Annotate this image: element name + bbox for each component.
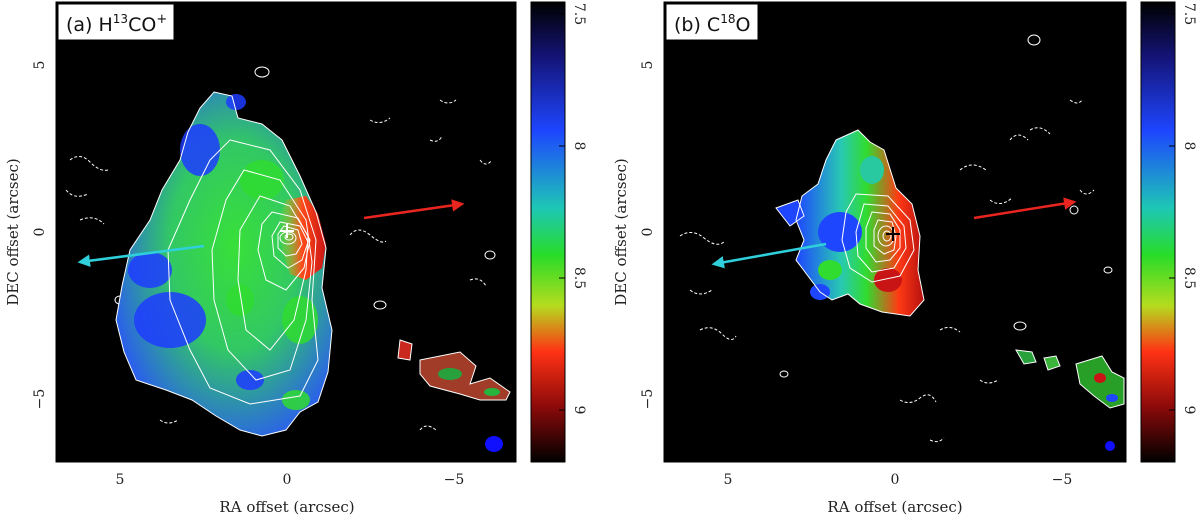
panel-b-contours — [795, 129, 925, 317]
panel-b-title: (b) C18O — [674, 12, 750, 36]
panel-b-beam — [1105, 441, 1115, 451]
panel-b-noise-contours — [679, 99, 1095, 443]
panel-a-colorbar — [530, 1, 566, 463]
panel-a-colorbar-tick-marks — [559, 13, 565, 411]
panel-a-colorbar-tick: 7.5 — [571, 3, 587, 25]
panel-a-x-tick: −5 — [444, 472, 465, 488]
panel-b-west-patch — [775, 199, 805, 227]
panel-a-colorbar-tick: 9 — [571, 406, 587, 415]
panel-a-title: (a) H13CO+ — [66, 12, 167, 36]
panel-b-title-box — [665, 3, 759, 41]
panel-b-x-tick: −5 — [1052, 472, 1073, 488]
panel-a-contours — [115, 91, 333, 437]
panel-a-sw-clumps — [397, 339, 511, 401]
panel-b-blue-outflow-arrow — [711, 242, 827, 269]
panel-a-protostar-marker — [280, 224, 294, 238]
panel-a-beam — [485, 436, 503, 452]
panel-b-patches — [810, 156, 902, 300]
panel-b-x-tick-marks — [727, 455, 1063, 462]
panel-b-x-tick: 5 — [724, 472, 733, 488]
panel-b-colorbar — [1140, 1, 1176, 463]
panel-a-redshifted-region — [278, 196, 326, 280]
panel-a: (a) H13CO+ 5 0 −5 5 0 −5 RA offset (arcs… — [4, 1, 587, 516]
panel-b-colorbar-tick-marks — [1169, 13, 1175, 411]
panel-a-noise-contours — [65, 99, 493, 431]
panel-a-colorbar-tick: 8 — [571, 142, 587, 151]
panel-a-red-outflow-arrow — [363, 199, 465, 220]
panel-b-isolated-contours — [779, 34, 1113, 378]
panel-b-colorbar-tick: 7.5 — [1181, 3, 1197, 25]
panel-b-colorbar-tick: 9 — [1181, 406, 1197, 415]
panel-b-protostar-marker — [886, 227, 900, 241]
panel-b-y-tick-marks — [664, 64, 671, 400]
panel-b-y-tick: 0 — [640, 228, 656, 237]
panel-a-green-patches — [226, 160, 318, 410]
panel-b: (b) C18O 5 0 −5 5 0 −5 RA offset (arcsec… — [612, 1, 1197, 516]
panel-b-y-axis-label: DEC offset (arcsec) — [612, 158, 630, 305]
panel-b-red-outflow-arrow — [973, 197, 1077, 220]
panel-a-y-tick: −5 — [32, 389, 48, 410]
panel-b-y-tick: 5 — [640, 61, 656, 70]
panel-a-x-tick-marks — [119, 455, 455, 462]
panel-b-y-tick: −5 — [640, 389, 656, 410]
panel-a-y-tick: 5 — [32, 61, 48, 70]
panel-a-x-tick: 5 — [116, 472, 125, 488]
panel-b-x-tick: 0 — [891, 472, 900, 488]
panel-a-blue-outflow-arrow — [77, 244, 205, 267]
panel-b-colorbar-tick: 8 — [1181, 142, 1197, 151]
panel-b-x-axis-label: RA offset (arcsec) — [827, 498, 962, 516]
panel-a-y-tick: 0 — [32, 228, 48, 237]
panel-a-blue-patches — [128, 94, 264, 390]
panel-a-x-axis-label: RA offset (arcsec) — [219, 498, 354, 516]
panel-a-title-box — [57, 3, 175, 41]
panel-a-y-tick-marks — [56, 64, 63, 400]
panel-b-sw-clumps — [1015, 349, 1125, 409]
panel-a-colorbar-tick: 8.5 — [571, 267, 587, 289]
panel-b-colorbar-tick: 8.5 — [1181, 267, 1197, 289]
panel-a-x-tick: 0 — [283, 472, 292, 488]
panel-a-y-axis-label: DEC offset (arcsec) — [4, 158, 22, 305]
